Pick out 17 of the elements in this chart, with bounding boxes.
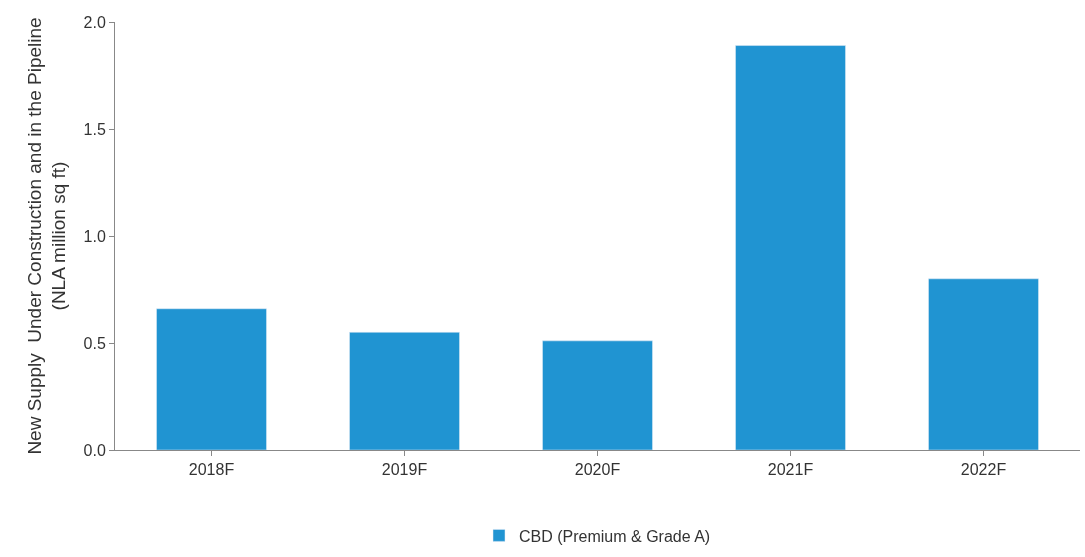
bar	[349, 332, 460, 450]
y-tick-label: 0.5	[83, 334, 106, 352]
x-tick-label: 2021F	[767, 461, 814, 479]
y-tick-label: 0.0	[83, 441, 106, 459]
y-axis-title: New Supply Under Construction and in the Pipeline (NLA million sq ft)	[23, 17, 70, 455]
bar	[156, 308, 267, 450]
x-tick-label: 2018F	[188, 461, 235, 479]
legend-label: CBD (Premium & Grade A)	[519, 527, 711, 545]
y-tick-label: 2.0	[83, 13, 106, 31]
x-tick-label: 2020F	[574, 461, 621, 479]
x-tick-label: 2019F	[381, 461, 428, 479]
bar	[928, 278, 1039, 450]
y-tick-label: 1.0	[83, 227, 106, 245]
bar	[735, 45, 846, 450]
x-tick-label: 2022F	[960, 461, 1007, 479]
y-tick-label: 1.5	[83, 120, 106, 138]
bar	[542, 340, 653, 450]
